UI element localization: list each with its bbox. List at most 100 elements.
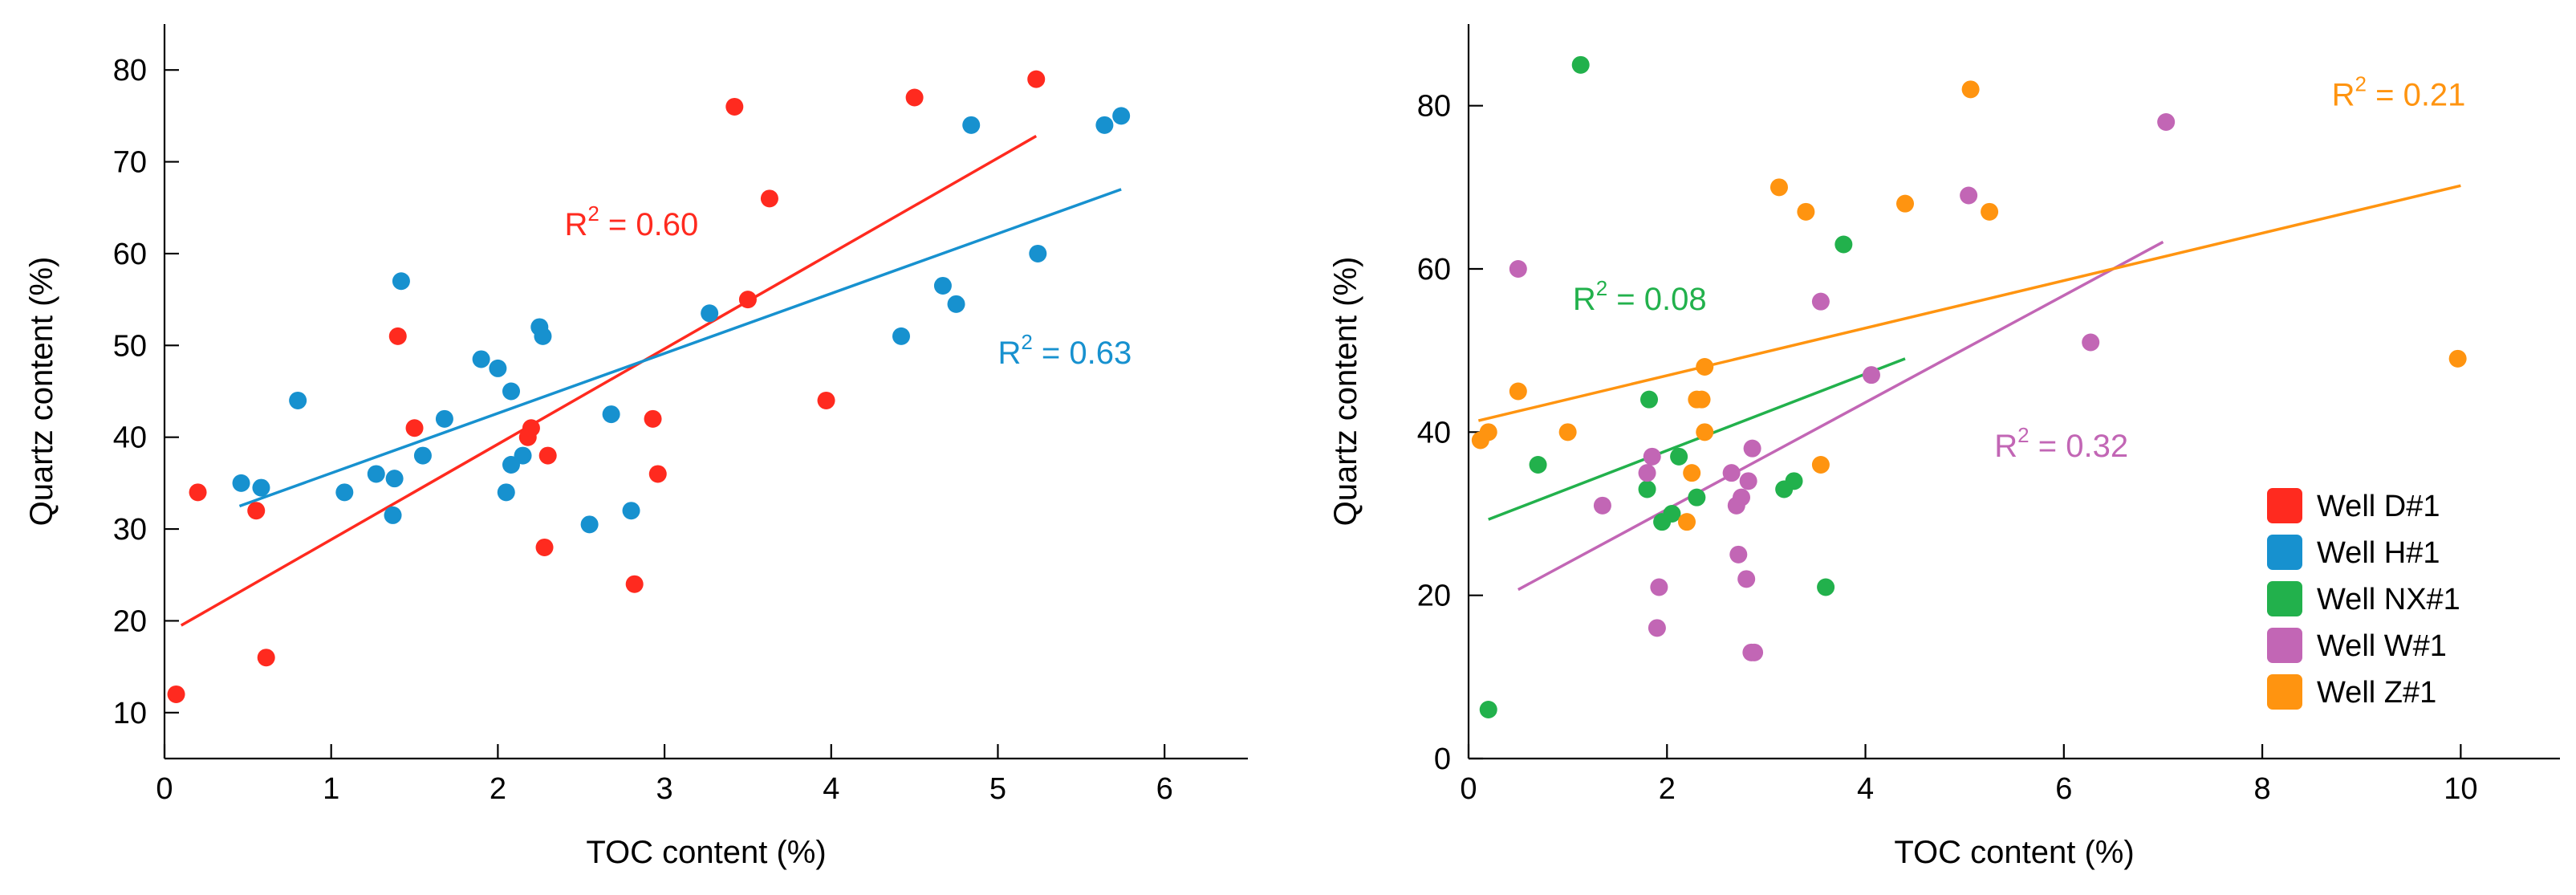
x-tick-label: 8 bbox=[2254, 772, 2271, 806]
trend-line-d1 bbox=[180, 135, 1038, 627]
trend-line-z1 bbox=[1477, 184, 2461, 422]
point-nx1 bbox=[1663, 505, 1681, 523]
r2-label-w1: R2 = 0.32 bbox=[1994, 423, 2128, 464]
point-h1 bbox=[622, 502, 640, 520]
point-w1 bbox=[1650, 578, 1668, 596]
point-d1 bbox=[738, 291, 757, 309]
point-h1 bbox=[497, 483, 515, 502]
point-h1 bbox=[502, 382, 520, 401]
point-w1 bbox=[1960, 186, 1978, 205]
point-d1 bbox=[644, 409, 662, 428]
point-h1 bbox=[602, 405, 620, 424]
y-tick-label: 80 bbox=[113, 54, 147, 87]
point-z1 bbox=[1811, 456, 1830, 474]
x-tick-label: 6 bbox=[1156, 772, 1173, 806]
point-h1 bbox=[701, 304, 719, 323]
point-h1 bbox=[1029, 244, 1047, 262]
point-d1 bbox=[405, 419, 424, 437]
point-d1 bbox=[1027, 70, 1046, 88]
point-d1 bbox=[535, 538, 554, 556]
r2-superscript: 2 bbox=[587, 201, 599, 226]
x-tick-label: 6 bbox=[2055, 772, 2072, 806]
legend-swatch-w1 bbox=[2267, 628, 2302, 663]
point-d1 bbox=[522, 419, 540, 437]
trend-line-nx1 bbox=[1488, 357, 1906, 521]
r2-value: = 0.08 bbox=[1607, 282, 1706, 317]
point-z1 bbox=[2448, 349, 2467, 368]
point-z1 bbox=[1981, 202, 1999, 221]
y-tick-label: 80 bbox=[1417, 90, 1451, 124]
point-h1 bbox=[514, 446, 532, 465]
r2-label-nx1: R2 = 0.08 bbox=[1573, 276, 1707, 317]
point-h1 bbox=[335, 483, 354, 502]
point-nx1 bbox=[1640, 390, 1659, 409]
legend-label-nx1: Well NX#1 bbox=[2317, 583, 2460, 616]
trend-line-h1 bbox=[238, 188, 1122, 508]
point-z1 bbox=[1696, 423, 1714, 441]
point-h1 bbox=[232, 474, 250, 492]
r2-symbol: R bbox=[1994, 429, 2017, 464]
point-w1 bbox=[1638, 464, 1656, 482]
point-d1 bbox=[388, 327, 407, 345]
point-h1 bbox=[367, 465, 385, 483]
point-w1 bbox=[1811, 292, 1830, 311]
y-axis-label: Quartz content (%) bbox=[24, 257, 59, 527]
point-d1 bbox=[625, 575, 644, 593]
point-z1 bbox=[1797, 202, 1815, 221]
x-tick-label: 4 bbox=[1857, 772, 1874, 806]
point-w1 bbox=[1648, 619, 1666, 637]
point-nx1 bbox=[1834, 235, 1853, 254]
point-h1 bbox=[1112, 107, 1131, 125]
chart-toc-vs-quartz-wells-nx-w-z: 0 2 4 6 8 10 0 20 40 60 80 TOC content (%) Quartz co… bbox=[1328, 24, 2560, 870]
x-tick-label: 10 bbox=[2444, 772, 2477, 806]
point-h1 bbox=[580, 515, 599, 534]
point-h1 bbox=[892, 327, 910, 345]
point-d1 bbox=[538, 446, 557, 465]
y-tick-label: 20 bbox=[1417, 580, 1451, 613]
y-tick-label: 50 bbox=[113, 329, 147, 363]
point-nx1 bbox=[1529, 456, 1547, 474]
trend-line-w1 bbox=[1517, 240, 2164, 592]
point-nx1 bbox=[1817, 578, 1835, 596]
point-z1 bbox=[1479, 423, 1497, 441]
point-h1 bbox=[1095, 116, 1114, 134]
point-h1 bbox=[385, 470, 404, 488]
x-tick-label: 3 bbox=[656, 772, 673, 806]
point-w1 bbox=[1733, 488, 1750, 506]
point-w1 bbox=[1643, 447, 1661, 466]
legend-label-d1: Well D#1 bbox=[2317, 490, 2440, 523]
point-d1 bbox=[167, 685, 185, 703]
r2-value: = 0.32 bbox=[2030, 429, 2128, 464]
point-z1 bbox=[1683, 464, 1701, 482]
legend-swatch-nx1 bbox=[2267, 581, 2302, 616]
point-h1 bbox=[392, 272, 410, 291]
r2-symbol: R bbox=[564, 207, 587, 242]
point-d1 bbox=[817, 391, 835, 409]
point-d1 bbox=[905, 88, 924, 107]
y-tick-label: 10 bbox=[113, 697, 147, 730]
r2-superscript: 2 bbox=[2017, 423, 2029, 447]
point-nx1 bbox=[1688, 488, 1706, 506]
point-h1 bbox=[384, 506, 402, 524]
x-tick-label: 0 bbox=[156, 772, 173, 806]
point-d1 bbox=[760, 189, 778, 208]
point-w1 bbox=[1729, 545, 1748, 563]
x-tick-label: 0 bbox=[1460, 772, 1477, 806]
r2-label-h1: R2 = 0.63 bbox=[997, 330, 1132, 371]
point-w1 bbox=[2082, 333, 2100, 352]
point-d1 bbox=[257, 649, 275, 667]
point-d1 bbox=[247, 502, 266, 520]
legend-label-h1: Well H#1 bbox=[2317, 536, 2440, 570]
x-axis-label: TOC content (%) bbox=[1894, 835, 2134, 870]
x-tick-label: 2 bbox=[1659, 772, 1676, 806]
point-w1 bbox=[1743, 439, 1761, 458]
point-z1 bbox=[1692, 390, 1711, 409]
point-h1 bbox=[489, 359, 507, 377]
point-z1 bbox=[1769, 178, 1788, 197]
point-h1 bbox=[252, 478, 270, 497]
y-tick-label: 60 bbox=[113, 238, 147, 271]
r2-symbol: R bbox=[997, 336, 1021, 371]
point-d1 bbox=[648, 465, 667, 483]
point-w1 bbox=[1737, 570, 1756, 588]
